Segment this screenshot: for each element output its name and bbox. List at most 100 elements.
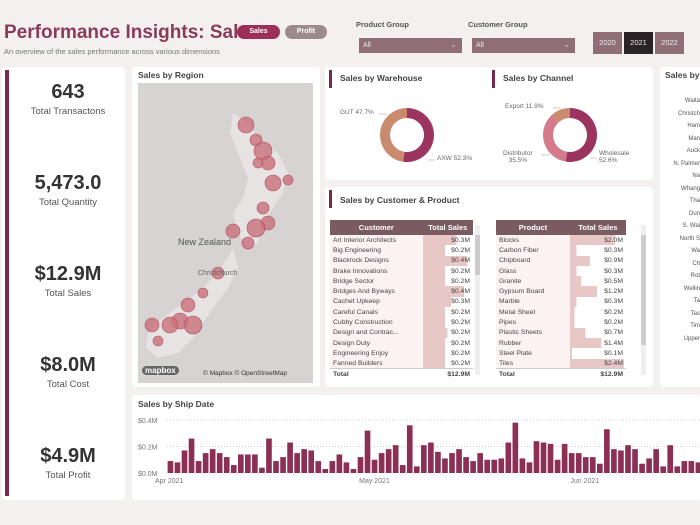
- bar[interactable]: [428, 442, 434, 473]
- city-item[interactable]: North S: [679, 235, 700, 242]
- table-row[interactable]: Metal Sheet $0.2M: [496, 307, 626, 318]
- city-item[interactable]: Ch: [692, 260, 700, 267]
- bar[interactable]: [463, 457, 469, 473]
- bar[interactable]: [174, 462, 181, 473]
- bar[interactable]: [688, 461, 695, 473]
- bar[interactable]: [329, 461, 336, 473]
- year-2021-button[interactable]: 2021: [624, 32, 653, 54]
- city-item[interactable]: Tas: [690, 310, 700, 317]
- table-row[interactable]: Granite $0.5M: [496, 276, 626, 287]
- bar[interactable]: [540, 442, 547, 473]
- product-group-dropdown[interactable]: All ⌄: [359, 38, 462, 53]
- table-row[interactable]: Bridge Sector $0.2M: [330, 276, 473, 287]
- city-item[interactable]: Tha: [689, 198, 700, 204]
- product-table[interactable]: Product Total Sales Blocks $2.0M Carbon Fibe…: [496, 220, 626, 382]
- city-item[interactable]: Rot: [690, 273, 700, 279]
- bar[interactable]: [625, 445, 631, 473]
- bar[interactable]: [322, 469, 329, 473]
- bar[interactable]: [364, 430, 371, 473]
- bar[interactable]: [632, 449, 638, 473]
- bar[interactable]: [385, 449, 392, 473]
- city-item[interactable]: Waita: [684, 98, 700, 104]
- bar[interactable]: [209, 449, 216, 473]
- table-row[interactable]: Rubber $1.4M: [496, 337, 626, 349]
- bar[interactable]: [336, 454, 343, 473]
- bar[interactable]: [582, 457, 589, 473]
- bar[interactable]: [435, 451, 441, 473]
- city-item[interactable]: S. Wai: [682, 223, 700, 229]
- bar[interactable]: [252, 454, 258, 473]
- bar[interactable]: [392, 445, 399, 473]
- table-row[interactable]: Gypsum Board $1.2M: [496, 286, 626, 297]
- bar[interactable]: [195, 461, 202, 473]
- bar[interactable]: [653, 449, 659, 473]
- bar[interactable]: [660, 466, 667, 473]
- bar[interactable]: [343, 462, 350, 473]
- sales-toggle-button[interactable]: Sales: [237, 25, 280, 39]
- bar[interactable]: [547, 443, 554, 473]
- city-item[interactable]: Dun: [688, 210, 700, 217]
- table-row[interactable]: Big Engineering $0.2M: [330, 245, 473, 256]
- table-row[interactable]: Cachet Upkeep $0.3M: [330, 296, 473, 308]
- bar[interactable]: [378, 453, 385, 473]
- city-item[interactable]: N. Palmer: [673, 160, 700, 167]
- bar[interactable]: [477, 453, 483, 473]
- bar[interactable]: [646, 458, 652, 473]
- bar[interactable]: [575, 453, 582, 473]
- city-item[interactable]: Na: [692, 173, 700, 179]
- table-row[interactable]: Blackrock Designs $0.4M: [330, 255, 473, 266]
- bar[interactable]: [294, 453, 300, 473]
- bar[interactable]: [554, 459, 561, 473]
- city-item[interactable]: Tim: [690, 323, 700, 329]
- table-row[interactable]: Careful Canals $0.2M: [330, 307, 473, 318]
- city-item[interactable]: Upper: [683, 335, 700, 342]
- column-header[interactable]: Total Sales: [422, 220, 473, 235]
- table-row[interactable]: Plastic Sheets $0.7M: [496, 327, 626, 338]
- table-row[interactable]: Pipes $0.2M: [496, 317, 626, 328]
- column-header[interactable]: Product: [496, 220, 570, 235]
- column-header[interactable]: Customer: [330, 220, 423, 235]
- channel-donut[interactable]: [543, 108, 597, 162]
- bar[interactable]: [681, 461, 688, 473]
- bar[interactable]: [456, 449, 462, 473]
- warehouse-donut[interactable]: [380, 108, 434, 162]
- table-row[interactable]: Carbon Fiber $0.3M: [496, 245, 626, 256]
- bar[interactable]: [442, 458, 448, 473]
- bar[interactable]: [505, 442, 512, 473]
- bar[interactable]: [181, 450, 188, 473]
- product-table-scrollbar[interactable]: [641, 225, 646, 375]
- bar[interactable]: [259, 467, 265, 473]
- customer-table-scrollbar[interactable]: [475, 225, 480, 375]
- bar[interactable]: [413, 466, 420, 473]
- bar[interactable]: [695, 462, 700, 473]
- bar[interactable]: [491, 459, 498, 473]
- bar[interactable]: [470, 461, 476, 473]
- bar[interactable]: [667, 445, 674, 473]
- table-row[interactable]: Steel Plate $0.1M: [496, 348, 626, 359]
- channel-slice-distributor[interactable]: [543, 115, 568, 162]
- city-item[interactable]: Man: [688, 135, 700, 142]
- bar[interactable]: [568, 453, 575, 473]
- city-item[interactable]: Ham: [687, 123, 700, 129]
- city-item[interactable]: Ta: [693, 298, 700, 304]
- bar[interactable]: [406, 425, 413, 473]
- city-item[interactable]: Auck: [686, 148, 700, 154]
- table-row[interactable]: Brake Innovations $0.2M: [330, 265, 473, 277]
- channel-slice-wholesale[interactable]: [565, 108, 597, 162]
- column-header[interactable]: Total Sales: [569, 220, 626, 235]
- table-row[interactable]: Blocks $2.0M: [496, 235, 626, 246]
- region-map[interactable]: New Zealand Christchurch mapbox © Mapbox…: [138, 83, 313, 383]
- year-2020-button[interactable]: 2020: [593, 32, 622, 54]
- bar[interactable]: [561, 443, 568, 473]
- bar[interactable]: [498, 458, 505, 473]
- city-item[interactable]: Wellin: [683, 285, 700, 292]
- bar[interactable]: [589, 457, 596, 473]
- bar[interactable]: [604, 429, 610, 473]
- bar[interactable]: [519, 458, 526, 473]
- table-row[interactable]: Fanned Builders $0.2M: [330, 358, 473, 369]
- bar[interactable]: [223, 457, 230, 473]
- bar[interactable]: [216, 453, 223, 473]
- bar[interactable]: [301, 449, 307, 473]
- table-row[interactable]: Engineering Enjoy $0.2M: [330, 348, 473, 359]
- customer-table[interactable]: Customer Total Sales Art Interior Architec…: [330, 220, 473, 382]
